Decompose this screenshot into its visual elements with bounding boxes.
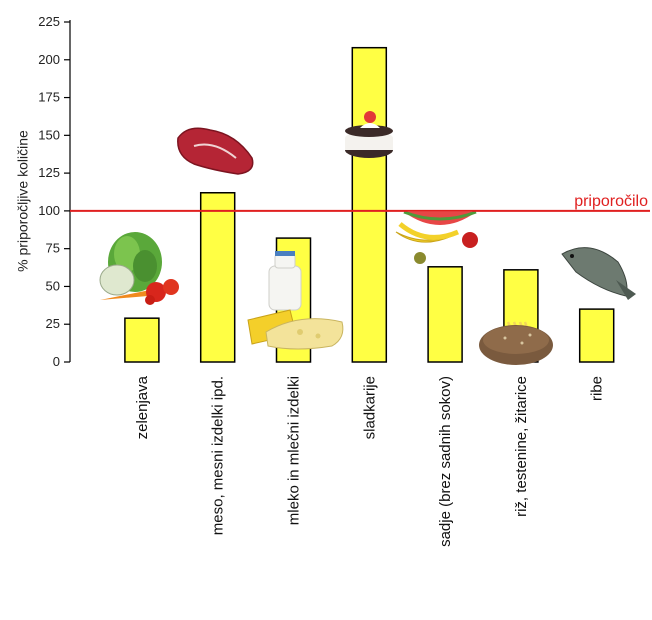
y-axis-title-group: % priporočljive količine [15, 130, 31, 272]
y-tick-label: 100 [38, 203, 60, 218]
fruit-icon [395, 210, 478, 264]
y-tick-label: 200 [38, 52, 60, 67]
x-tick-label: sladkarije [361, 376, 378, 439]
y-tick-label: 0 [53, 354, 60, 369]
x-tick-label: sadje (brez sadnih sokov) [437, 376, 454, 547]
y-axis-title: % priporočljive količine [15, 130, 31, 272]
y-tick-label: 125 [38, 165, 60, 180]
y-tick-label: 225 [38, 14, 60, 29]
milk-cheese-icon [247, 251, 344, 350]
bars [124, 46, 615, 363]
steak-icon [177, 127, 254, 175]
fish-icon [561, 247, 636, 300]
y-tick-label: 25 [46, 316, 60, 331]
x-tick-label: meso, mesni izdelki ipd. [210, 376, 227, 535]
x-tick-label: riž, testenine, žitarice [513, 376, 530, 517]
y-tick-label: 150 [38, 127, 60, 142]
bread-pasta-icon [479, 321, 553, 365]
bar [427, 266, 463, 363]
bar [351, 46, 388, 363]
bar [578, 308, 615, 363]
x-tick-label: zelenjava [134, 375, 151, 439]
lettuce-tomato-carrot-icon [99, 232, 179, 305]
y-tick-label: 175 [38, 90, 60, 105]
bar [124, 317, 160, 363]
reference-line-label: priporočilo [574, 193, 648, 210]
reference-line-group: priporočilo [70, 193, 650, 212]
y-tick-label: 75 [46, 241, 60, 256]
x-axis-labels: zelenjava meso, mesni izdelki ipd. mleko i… [134, 375, 606, 547]
bar [199, 192, 236, 363]
cake-icon [345, 111, 393, 158]
y-tick-label: 50 [46, 278, 60, 293]
food-icons [99, 111, 636, 365]
x-tick-label: mleko in mlečni izdelki [286, 376, 303, 525]
y-axis: 0 25 50 75 100 125 150 175 200 225 [38, 14, 71, 369]
x-tick-label: ribe [589, 376, 606, 401]
